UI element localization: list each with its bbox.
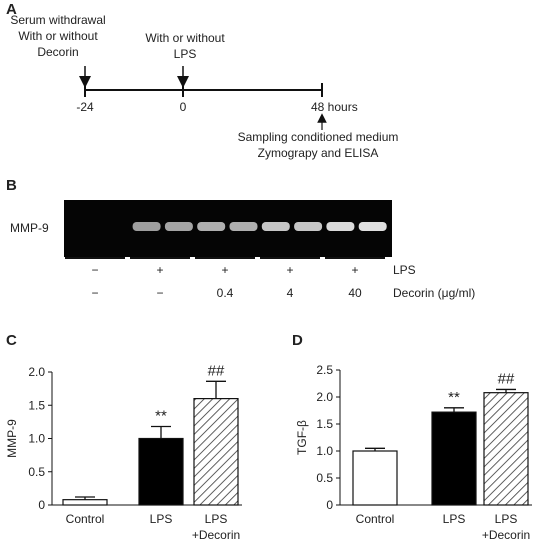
x-tick-label: LPS +Decorin	[192, 512, 240, 540]
condition-cell: −	[91, 263, 98, 277]
x-tick-label: Control	[66, 512, 105, 526]
panel-label: C	[6, 332, 17, 349]
time-label: 0	[180, 100, 187, 114]
y-tick-label: 1.5	[28, 398, 45, 412]
band-label: MMP-9	[10, 221, 49, 235]
bar	[193, 398, 239, 506]
condition-cell: 0.4	[217, 286, 234, 300]
panel-label: A	[6, 1, 17, 18]
annotation: **	[155, 408, 167, 425]
y-tick-label: 0.5	[316, 471, 333, 485]
annotation: **	[448, 389, 460, 406]
gel-band	[261, 222, 290, 231]
gel-band	[326, 222, 355, 231]
y-tick-label: 2.0	[28, 365, 45, 379]
condition-cell: 4	[287, 286, 294, 300]
y-axis-label: TGF-β	[295, 420, 309, 455]
x-tick-label: LPS +Decorin	[482, 512, 530, 540]
y-tick-label: 1.5	[316, 417, 333, 431]
gel-band	[197, 222, 226, 231]
gel-bands	[132, 222, 387, 231]
condition-cell: 40	[348, 286, 362, 300]
y-tick-label: 0.5	[28, 465, 45, 479]
bar	[138, 437, 184, 506]
event-text: Serum withdrawal With or without Decorin	[10, 13, 105, 59]
gel-band	[132, 222, 161, 231]
time-label: 48 hours	[311, 100, 358, 114]
condition-cell: +	[156, 263, 163, 277]
y-tick-label: 2.0	[316, 390, 333, 404]
event-text: Sampling conditioned medium Zymograpy and…	[238, 130, 399, 160]
y-axis-label: MMP-9	[5, 419, 19, 458]
panel-label: B	[6, 177, 17, 194]
y-tick-label: 0	[326, 498, 333, 512]
bar	[483, 392, 529, 506]
event-text: With or without LPS	[145, 31, 225, 61]
row-label: LPS	[393, 263, 416, 277]
gel-band	[229, 222, 258, 231]
condition-cell: +	[221, 263, 228, 277]
gel-band	[358, 222, 387, 231]
row-label: Decorin (μg/ml)	[393, 286, 475, 300]
condition-cell: −	[156, 286, 163, 300]
x-tick-label: Control	[356, 512, 395, 526]
condition-cell: −	[91, 286, 98, 300]
y-tick-label: 1.0	[28, 432, 45, 446]
time-label: -24	[76, 100, 94, 114]
panel-label: D	[292, 332, 303, 349]
gel-band	[294, 222, 323, 231]
gel-band	[164, 222, 193, 231]
y-tick-label: 0	[38, 498, 45, 512]
condition-cell: +	[286, 263, 293, 277]
bar	[352, 450, 398, 506]
y-tick-label: 2.5	[316, 363, 333, 377]
x-tick-label: LPS	[443, 512, 466, 526]
x-tick-label: LPS	[150, 512, 173, 526]
condition-cell: +	[351, 263, 358, 277]
annotation: ##	[498, 370, 515, 387]
annotation: ##	[208, 362, 225, 379]
y-tick-label: 1.0	[316, 444, 333, 458]
bar	[62, 499, 108, 506]
bar	[431, 411, 477, 506]
